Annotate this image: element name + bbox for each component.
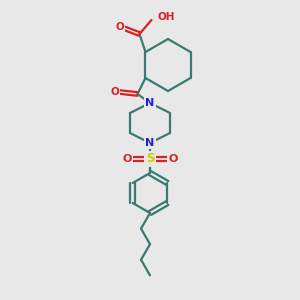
Text: O: O — [115, 22, 124, 32]
Text: O: O — [168, 154, 178, 164]
Text: OH: OH — [158, 12, 175, 22]
Text: N: N — [146, 98, 154, 108]
Text: O: O — [110, 87, 119, 97]
Text: O: O — [122, 154, 132, 164]
Text: S: S — [146, 152, 154, 166]
Text: N: N — [146, 138, 154, 148]
